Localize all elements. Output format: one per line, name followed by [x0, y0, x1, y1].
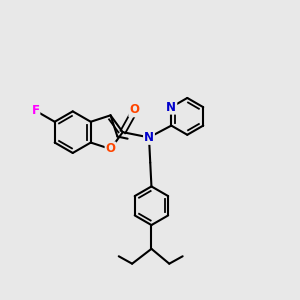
Text: O: O: [129, 103, 139, 116]
Text: F: F: [32, 104, 39, 117]
Text: O: O: [106, 142, 116, 155]
Text: N: N: [144, 131, 154, 144]
Text: N: N: [166, 101, 176, 114]
